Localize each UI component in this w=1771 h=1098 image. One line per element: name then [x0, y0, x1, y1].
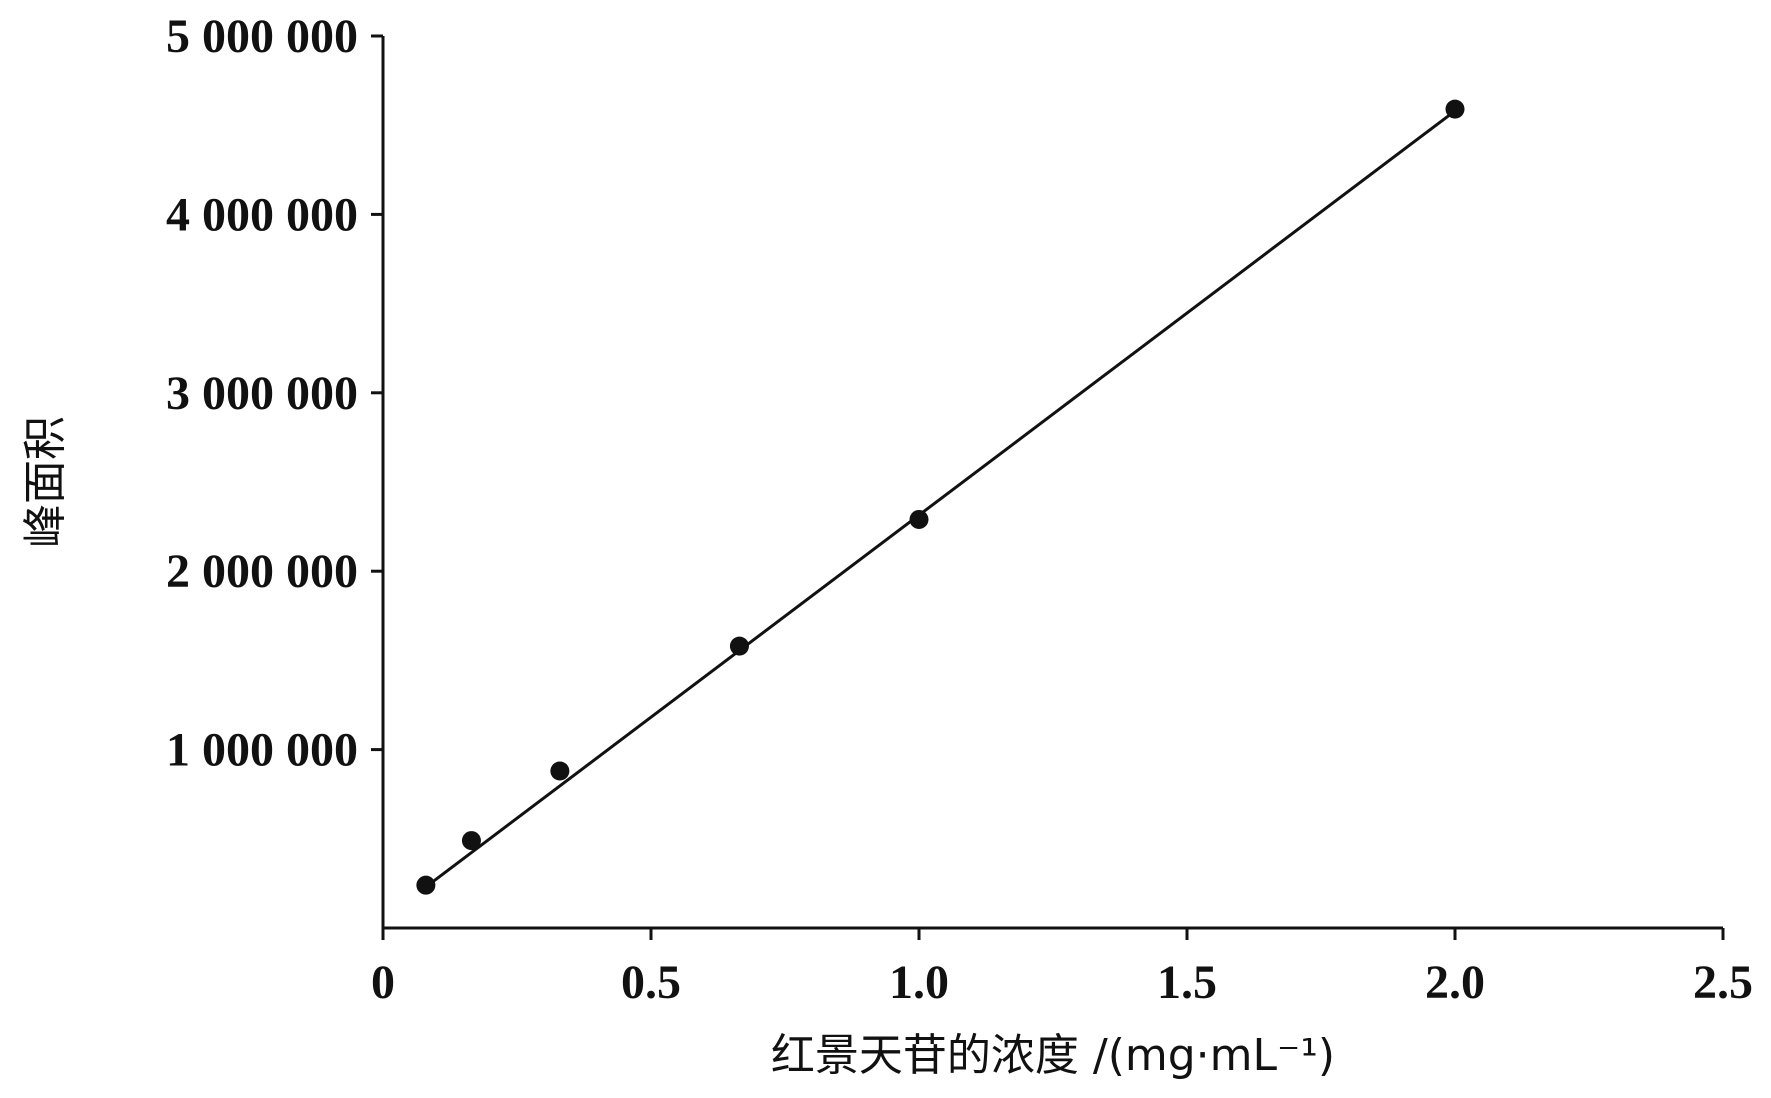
x-tick-label: 2.5 [1693, 956, 1753, 1009]
data-point [416, 875, 436, 895]
x-axis-ticks: 0 0.5 1.0 1.5 2.0 2.5 [371, 928, 1753, 1009]
fit-line-group [424, 109, 1456, 889]
y-axis-ticks: 1 000 000 2 000 000 3 000 000 4 000 000 5 00… [166, 10, 383, 777]
x-tick-label: 2.0 [1425, 956, 1485, 1009]
y-tick-label: 2 000 000 [166, 545, 358, 598]
x-tick-label: 0 [371, 956, 395, 1009]
data-points [416, 99, 1465, 895]
y-axis-title: 峰面积 [20, 416, 71, 548]
x-tick-label: 1.0 [889, 956, 949, 1009]
data-point [729, 636, 749, 656]
y-tick-label: 4 000 000 [166, 188, 358, 241]
axes [381, 36, 1723, 930]
x-tick-label: 1.5 [1157, 956, 1217, 1009]
y-tick-label: 5 000 000 [166, 10, 358, 63]
data-point [550, 761, 570, 781]
x-tick-label: 0.5 [621, 956, 681, 1009]
x-axis-title: 红景天苷的浓度 /(mg·mL⁻¹) [771, 1030, 1335, 1081]
data-point [461, 831, 481, 851]
y-tick-label: 1 000 000 [166, 724, 358, 777]
data-point [909, 509, 929, 529]
fit-line [424, 109, 1456, 889]
y-tick-label: 3 000 000 [166, 367, 358, 420]
data-point [1445, 99, 1465, 119]
